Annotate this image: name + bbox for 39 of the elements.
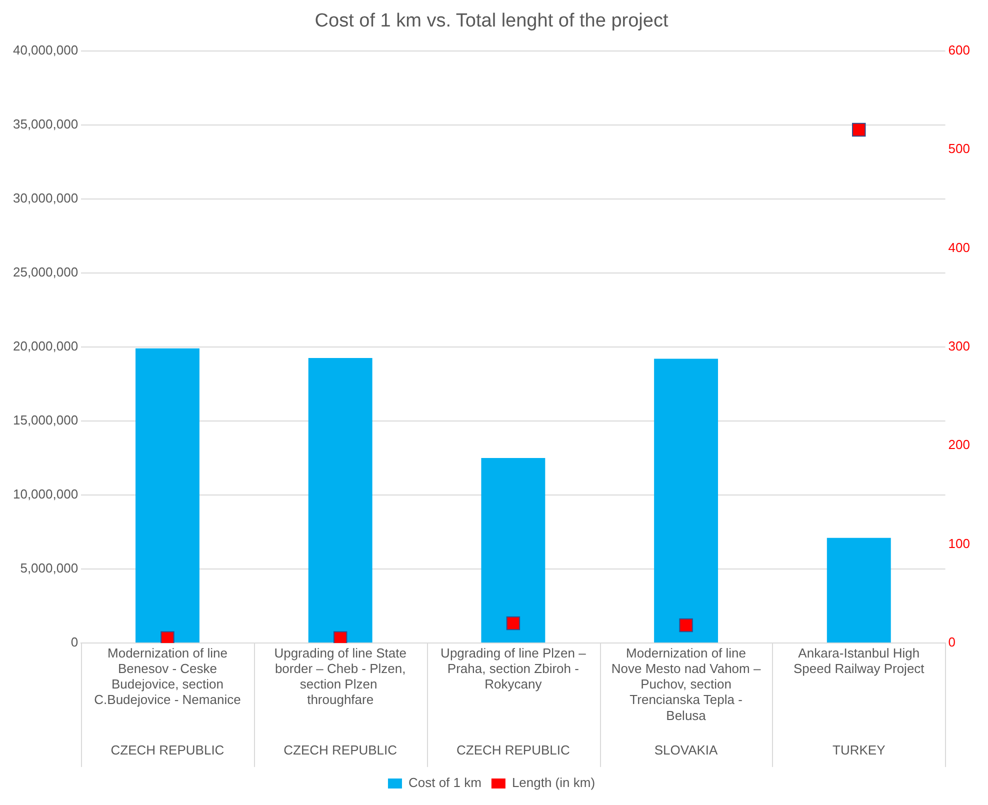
x-tick-label: Modernization of line Benesov - Ceske Budejovice, section C.Budejovice - Nemanice xyxy=(94,645,241,708)
legend-label: Cost of 1 km xyxy=(408,775,482,790)
bar xyxy=(481,458,546,642)
bar xyxy=(308,358,372,642)
text: CZECH REPUBLIC xyxy=(110,742,224,758)
y2-tick-label: 100 xyxy=(948,536,970,551)
y-tick-label: 10,000,000 xyxy=(12,486,78,502)
bar xyxy=(826,538,891,642)
y2-tick-label: 400 xyxy=(948,240,970,255)
point xyxy=(506,616,520,630)
chart-title: Cost of 1 km vs. Total lenght of the project xyxy=(314,10,669,32)
point xyxy=(679,618,693,632)
y2-tick-label: 600 xyxy=(948,42,970,58)
x-tick-label: Upgrading of line State border – Cheb - Plzen, section Plzen throughfare xyxy=(274,645,406,708)
y2-tick-label: 300 xyxy=(948,338,970,354)
legend-label: Length (in km) xyxy=(512,775,596,790)
point xyxy=(160,631,174,643)
y2-tick-label: 0 xyxy=(948,634,956,650)
y-tick-label: 20,000,000 xyxy=(12,338,78,354)
y-tick-label: 35,000,000 xyxy=(12,116,78,132)
y-tick-label: 0 xyxy=(70,634,78,650)
bar xyxy=(654,358,718,642)
y2-tick-label: 500 xyxy=(948,141,970,156)
text: CZECH REPUBLIC xyxy=(284,742,398,758)
y-tick-label: 25,000,000 xyxy=(12,264,78,280)
text: TURKEY xyxy=(832,742,886,758)
text: CZECH REPUBLIC xyxy=(456,742,570,758)
x-tick-label: Modernization of line Nove Mesto nad Vahom – Puchov, section Trencianska Tepla - Belusa xyxy=(611,645,762,723)
point xyxy=(852,122,866,137)
x-tick-label: Upgrading of line Plzen – Praha, section Zbiroh - Rokycany xyxy=(440,645,587,692)
y2-tick-label: 200 xyxy=(948,437,970,452)
bar xyxy=(136,348,200,642)
x-tick-label: Ankara-Istanbul High Speed Railway Project xyxy=(793,645,925,676)
y-tick-label: 40,000,000 xyxy=(12,42,78,58)
y-tick-label: 30,000,000 xyxy=(12,190,78,206)
y-tick-label: 15,000,000 xyxy=(12,412,78,428)
point xyxy=(333,631,348,643)
y-tick-label: 5,000,000 xyxy=(20,560,78,576)
text: SLOVAKIA xyxy=(654,742,718,758)
